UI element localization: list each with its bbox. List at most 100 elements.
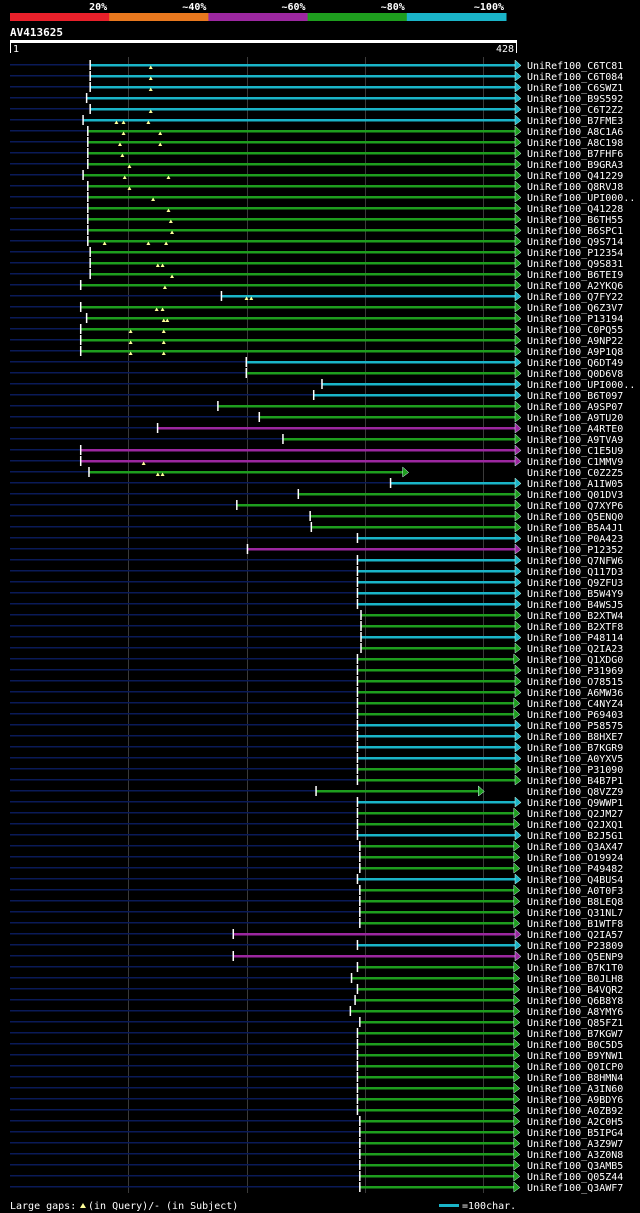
hit-label[interactable]: UniRef100_Q3AX47 [527,842,623,853]
hit-label[interactable]: UniRef100_Q05Z44 [527,1172,623,1183]
hit-row[interactable]: UniRef100_A8C198 [10,136,623,149]
hit-label[interactable]: UniRef100_Q2IA23 [527,644,623,655]
hit-row[interactable]: UniRef100_Q3AWF7 [10,1181,623,1194]
hit-row[interactable]: UniRef100_B7K1T0 [10,961,623,974]
hit-row[interactable]: UniRef100_Q2IA57 [10,928,623,941]
hit-label[interactable]: UniRef100_B5IPG4 [527,1128,623,1139]
hit-label[interactable]: UniRef100_B9GRA3 [527,160,623,171]
hit-row[interactable]: UniRef100_B6SPC1 [10,224,623,237]
hit-row[interactable]: UniRef100_P49482 [10,862,623,875]
hit-row[interactable]: UniRef100_A9P1Q8 [10,345,623,358]
hit-row[interactable]: UniRef100_P31969 [10,664,623,677]
hit-row[interactable]: UniRef100_B2XTF8 [10,620,623,633]
hit-label[interactable]: UniRef100_Q6Z3V7 [527,303,623,314]
hit-label[interactable]: UniRef100_B7KGW7 [527,1029,623,1040]
hit-label[interactable]: UniRef100_C6SWZ1 [527,83,623,94]
hit-row[interactable]: UniRef100_Q2JXQ1 [10,818,623,831]
hit-label[interactable]: UniRef100_B7KGR9 [527,743,623,754]
hit-row[interactable]: UniRef100_A9NP22 [10,334,623,347]
hit-label[interactable]: UniRef100_UPI000.. [527,380,635,391]
hit-label[interactable]: UniRef100_A9NP22 [527,336,623,347]
hit-label[interactable]: UniRef100_C6T084 [527,72,623,83]
hit-row[interactable]: UniRef100_A3IN60 [10,1082,623,1095]
hit-label[interactable]: UniRef100_B6TH55 [527,215,623,226]
hit-row[interactable]: UniRef100_C0Z2Z5 [10,466,623,479]
hit-row[interactable]: UniRef100_Q9S714 [10,235,623,248]
hit-label[interactable]: UniRef100_Q9S831 [527,259,623,270]
hit-row[interactable]: UniRef100_A6MW36 [10,686,623,699]
hit-row[interactable]: UniRef100_C6T2Z2 [10,103,623,116]
hit-row[interactable]: UniRef100_Q6Z3V7 [10,301,623,314]
hit-label[interactable]: UniRef100_Q2JM27 [527,809,623,820]
hit-label[interactable]: UniRef100_B4WSJ5 [527,600,623,611]
hit-row[interactable]: UniRef100_P23809 [10,939,623,952]
hit-label[interactable]: UniRef100_B6TEI9 [527,270,623,281]
hit-label[interactable]: UniRef100_Q5ENP9 [527,952,623,963]
hit-label[interactable]: UniRef100_B5W4Y9 [527,589,623,600]
hit-row[interactable]: UniRef100_B2XTW4 [10,609,623,622]
hit-label[interactable]: UniRef100_Q8RVJ8 [527,182,623,193]
hit-label[interactable]: UniRef100_Q5ENQ0 [527,512,623,523]
hit-row[interactable]: UniRef100_Q9S831 [10,257,623,270]
hit-row[interactable]: UniRef100_A8YMY6 [10,1005,623,1018]
hit-label[interactable]: UniRef100_Q7FY22 [527,292,623,303]
hit-row[interactable]: UniRef100_Q05Z44 [10,1170,623,1183]
hit-label[interactable]: UniRef100_B9S592 [527,94,623,105]
hit-row[interactable]: UniRef100_B8HXE7 [10,730,623,743]
hit-label[interactable]: UniRef100_A3IN60 [527,1084,623,1095]
hit-row[interactable]: UniRef100_Q41228 [10,202,623,215]
hit-row[interactable]: UniRef100_B5W4Y9 [10,587,623,600]
hit-row[interactable]: UniRef100_A4RTE0 [10,422,623,435]
hit-label[interactable]: UniRef100_P58575 [527,721,623,732]
hit-label[interactable]: UniRef100_Q1XDG0 [527,655,623,666]
hit-label[interactable]: UniRef100_A8C198 [527,138,623,149]
hit-row[interactable]: UniRef100_A0T0F3 [10,884,623,897]
hit-label[interactable]: UniRef100_Q85FZ1 [527,1018,623,1029]
hit-label[interactable]: UniRef100_B6T097 [527,391,623,402]
hit-label[interactable]: UniRef100_A2YKQ6 [527,281,623,292]
hit-label[interactable]: UniRef100_C0PQ55 [527,325,623,336]
hit-row[interactable]: UniRef100_B4B7P1 [10,774,623,787]
hit-label[interactable]: UniRef100_Q31NL7 [527,908,623,919]
hit-label[interactable]: UniRef100_Q2IA57 [527,930,623,941]
hit-label[interactable]: UniRef100_Q9WWP1 [527,798,623,809]
hit-label[interactable]: UniRef100_Q0D6V8 [527,369,623,380]
hit-label[interactable]: UniRef100_B2XTF8 [527,622,623,633]
hit-label[interactable]: UniRef100_Q3AWF7 [527,1183,623,1194]
hit-label[interactable]: UniRef100_B7FME3 [527,116,623,127]
hit-label[interactable]: UniRef100_Q9S714 [527,237,623,248]
hit-row[interactable]: UniRef100_UPI000.. [10,378,635,391]
hit-row[interactable]: UniRef100_A2C0H5 [10,1115,623,1128]
hit-row[interactable]: UniRef100_C6SWZ1 [10,81,623,94]
hit-label[interactable]: UniRef100_Q2JXQ1 [527,820,623,831]
hit-label[interactable]: UniRef100_P48114 [527,633,623,644]
hit-label[interactable]: UniRef100_P23809 [527,941,623,952]
hit-row[interactable]: UniRef100_B0JLH8 [10,972,623,985]
hit-row[interactable]: UniRef100_Q5ENP9 [10,950,623,963]
hit-label[interactable]: UniRef100_A1IW05 [527,479,623,490]
hit-row[interactable]: UniRef100_Q0ICP0 [10,1060,623,1073]
hit-label[interactable]: UniRef100_Q01DV3 [527,490,623,501]
hit-row[interactable]: UniRef100_A0YXV5 [10,752,623,765]
hit-row[interactable]: UniRef100_Q8VZZ9 [10,785,623,798]
hit-label[interactable]: UniRef100_Q0ICP0 [527,1062,623,1073]
hit-row[interactable]: UniRef100_B5IPG4 [10,1126,623,1139]
hit-label[interactable]: UniRef100_UPI000.. [527,193,635,204]
hit-label[interactable]: UniRef100_C1E5U9 [527,446,623,457]
hit-row[interactable]: UniRef100_Q6B8Y8 [10,994,623,1007]
hit-row[interactable]: UniRef100_P13194 [10,312,623,325]
hit-row[interactable]: UniRef100_B9YNW1 [10,1049,623,1062]
hit-row[interactable]: UniRef100_C6TC81 [10,59,623,72]
hit-row[interactable]: UniRef100_Q7NFW6 [10,554,623,567]
hit-row[interactable]: UniRef100_B4VQR2 [10,983,623,996]
hit-label[interactable]: UniRef100_Q6DT49 [527,358,623,369]
hit-row[interactable]: UniRef100_B2J5G1 [10,829,623,842]
hit-row[interactable]: UniRef100_Q7FY22 [10,290,623,303]
hit-row[interactable]: UniRef100_Q9WWP1 [10,796,623,809]
hit-label[interactable]: UniRef100_A4RTE0 [527,424,623,435]
hit-row[interactable]: UniRef100_Q5ENQ0 [10,510,623,523]
hit-row[interactable]: UniRef100_Q01DV3 [10,488,623,501]
hit-label[interactable]: UniRef100_P69403 [527,710,623,721]
hit-label[interactable]: UniRef100_B1WTF8 [527,919,623,930]
hit-row[interactable]: UniRef100_P48114 [10,631,623,644]
